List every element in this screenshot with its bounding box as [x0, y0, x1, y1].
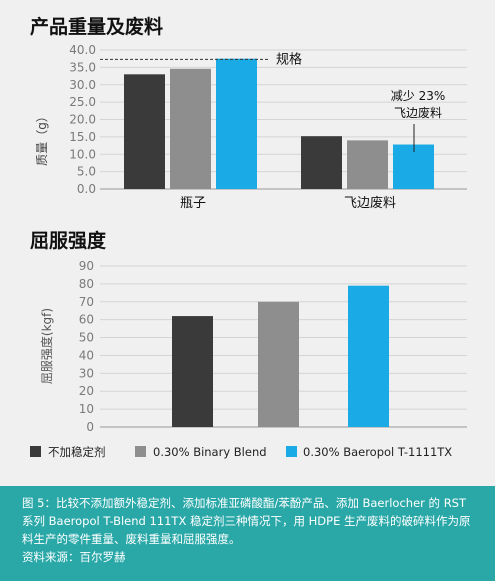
chart-1-bar: [301, 136, 342, 189]
chart-2-bar: [172, 316, 213, 427]
chart-1-y-tick-label: 0.0: [77, 182, 96, 196]
legend-label-2: 0.30% Baeropol T-1111TX: [303, 445, 452, 459]
chart-2-y-tick-label: 60: [79, 313, 94, 327]
legend-label-0: 不加稳定剂: [48, 445, 106, 459]
chart-2-y-tick-label: 40: [79, 348, 94, 362]
legend-label-1: 0.30% Binary Blend: [153, 445, 267, 459]
chart-1-y-tick-label: 15.0: [69, 130, 96, 144]
chart-1-y-tick-label: 30.0: [69, 78, 96, 92]
legend-swatch-2: [286, 446, 297, 457]
chart-1-y-tick-label: 20.0: [69, 113, 96, 127]
legend: 不加稳定剂 0.30% Binary Blend 0.30% Baeropol …: [30, 445, 452, 459]
chart-1-category-label: 飞边废料: [344, 195, 396, 211]
figure-caption: 图 5：比较不添加额外稳定剂、添加标准亚磷酸酯/苯酚产品、添加 Baerloch…: [0, 486, 495, 581]
chart-2-y-tick-label: 0: [86, 420, 94, 434]
chart-1-y-tick-label: 5.0: [77, 165, 96, 179]
chart-2-y-tick-label: 30: [79, 366, 94, 380]
chart-2-y-tick-label: 80: [79, 277, 94, 291]
chart-2-bar: [258, 301, 299, 427]
chart-1-y-tick-label: 40.0: [69, 43, 96, 57]
chart-2-y-tick-label: 10: [79, 402, 94, 416]
chart-2-y-tick-label: 50: [79, 331, 94, 345]
annotation-line-1: 减少 23%: [391, 89, 446, 103]
chart-1-y-tick-label: 25.0: [69, 95, 96, 109]
chart-1-y-axis-label: 质量（g）: [35, 110, 49, 166]
annotation-line-2: 飞边废料: [394, 105, 442, 120]
chart-2-y-tick-label: 90: [79, 259, 94, 273]
caption-source: 资料来源：百尔罗赫: [22, 550, 126, 564]
chart-1-bar: [216, 58, 257, 189]
chart-2-y-tick-label: 20: [79, 384, 94, 398]
chart-1-category-label: 瓶子: [180, 196, 206, 211]
chart-svg: 产品重量及废料 质量（g） 0.0 5.0 10.0 15.0 20.0 25.0 30.0…: [30, 15, 467, 459]
chart-1-category-labels: 瓶子 飞边废料: [180, 195, 396, 211]
chart-2-bars: [172, 285, 389, 427]
chart-2-y-axis-label: 屈服强度(kgf): [39, 308, 54, 384]
chart-2-y-ticks: 0 10 20 30 40 50 60 70 80 90: [79, 259, 94, 434]
chart-1-bar: [124, 74, 165, 189]
chart-1-y-tick-label: 10.0: [69, 147, 96, 161]
chart-2-bar: [348, 285, 389, 427]
chart-1-bars: [124, 58, 434, 189]
chart-1-bar: [170, 68, 211, 189]
chart-1-y-tick-label: 35.0: [69, 60, 96, 74]
chart-2-y-tick-label: 70: [79, 295, 94, 309]
spec-reference-label: 规格: [276, 51, 302, 67]
chart-1-bar: [347, 140, 388, 189]
chart-1-y-ticks: 0.0 5.0 10.0 15.0 20.0 25.0 30.0 35.0 40.0: [69, 43, 96, 196]
legend-swatch-1: [135, 446, 146, 457]
legend-swatch-0: [30, 446, 41, 457]
chart-1-title: 产品重量及废料: [30, 15, 163, 38]
chart-2-title: 屈服强度: [30, 229, 107, 252]
caption-text: 图 5：比较不添加额外稳定剂、添加标准亚磷酸酯/苯酚产品、添加 Baerloch…: [22, 496, 471, 546]
